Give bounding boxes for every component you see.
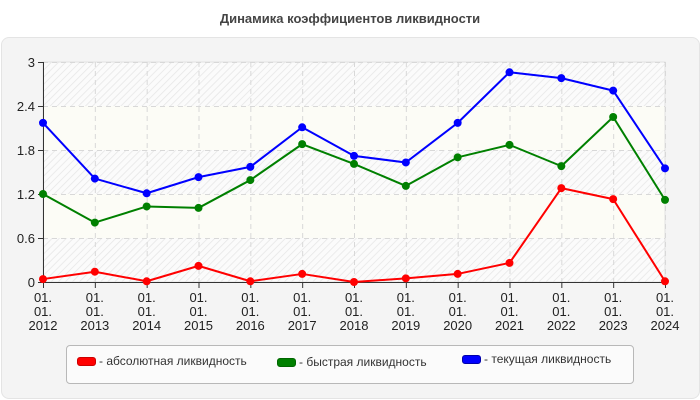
x-axis-labels: 01.01.201201.01.201301.01.201401.01.2015… <box>29 290 680 333</box>
svg-text:2.4: 2.4 <box>17 99 35 114</box>
svg-text:01.: 01. <box>293 290 311 305</box>
svg-text:2013: 2013 <box>80 318 109 333</box>
svg-text:01.: 01. <box>500 290 518 305</box>
green-swatch-icon <box>277 357 296 367</box>
svg-text:01.: 01. <box>138 290 156 305</box>
svg-text:01.: 01. <box>552 304 570 319</box>
svg-text:2018: 2018 <box>340 318 369 333</box>
legend-label: - абсолютная ликвидность <box>99 354 247 368</box>
legend-label: - текущая ликвидность <box>484 352 612 366</box>
svg-text:2015: 2015 <box>184 318 213 333</box>
svg-text:2022: 2022 <box>547 318 576 333</box>
svg-text:01.: 01. <box>189 290 207 305</box>
svg-text:2016: 2016 <box>236 318 265 333</box>
svg-text:01.: 01. <box>293 304 311 319</box>
chart-title: Динамика коэффициентов ликвидности <box>219 11 481 26</box>
svg-text:01.: 01. <box>241 290 259 305</box>
blue-swatch-icon <box>462 354 481 364</box>
svg-text:0: 0 <box>28 275 35 290</box>
svg-text:2012: 2012 <box>29 318 58 333</box>
red-swatch-icon <box>77 356 96 366</box>
svg-text:01.: 01. <box>500 304 518 319</box>
svg-text:01.: 01. <box>138 304 156 319</box>
svg-text:01.: 01. <box>552 290 570 305</box>
svg-text:01.: 01. <box>345 290 363 305</box>
svg-text:01.: 01. <box>397 290 415 305</box>
svg-text:01.: 01. <box>656 304 674 319</box>
svg-text:01.: 01. <box>397 304 415 319</box>
svg-text:2019: 2019 <box>391 318 420 333</box>
data-series <box>39 68 669 286</box>
svg-text:01.: 01. <box>241 304 259 319</box>
svg-text:01.: 01. <box>189 304 207 319</box>
svg-text:01.: 01. <box>656 290 674 305</box>
svg-text:01.: 01. <box>86 290 104 305</box>
svg-text:2020: 2020 <box>443 318 472 333</box>
svg-text:01.: 01. <box>449 304 467 319</box>
svg-text:2017: 2017 <box>288 318 317 333</box>
legend-item-quick: - быстрая ликвидность <box>277 355 427 369</box>
svg-text:2023: 2023 <box>599 318 628 333</box>
svg-text:01.: 01. <box>345 304 363 319</box>
svg-text:0.6: 0.6 <box>17 231 35 246</box>
svg-text:2014: 2014 <box>132 318 161 333</box>
legend: - абсолютная ликвидность - быстрая ликви… <box>66 345 634 384</box>
svg-text:1.8: 1.8 <box>17 143 35 158</box>
legend-label: - быстрая ликвидность <box>299 355 427 369</box>
svg-text:1.2: 1.2 <box>17 187 35 202</box>
svg-text:01.: 01. <box>604 290 622 305</box>
svg-text:01.: 01. <box>449 290 467 305</box>
legend-item-absolute: - абсолютная ликвидность <box>77 354 247 368</box>
svg-text:3: 3 <box>28 55 35 70</box>
svg-text:2024: 2024 <box>651 318 680 333</box>
legend-item-current: - текущая ликвидность <box>462 352 611 366</box>
svg-text:01.: 01. <box>604 304 622 319</box>
y-axis-labels: 0 0.6 1.2 1.8 2.4 3 <box>17 55 35 290</box>
svg-text:01.: 01. <box>86 304 104 319</box>
svg-text:2021: 2021 <box>495 318 524 333</box>
svg-text:01.: 01. <box>34 290 52 305</box>
svg-text:01.: 01. <box>34 304 52 319</box>
